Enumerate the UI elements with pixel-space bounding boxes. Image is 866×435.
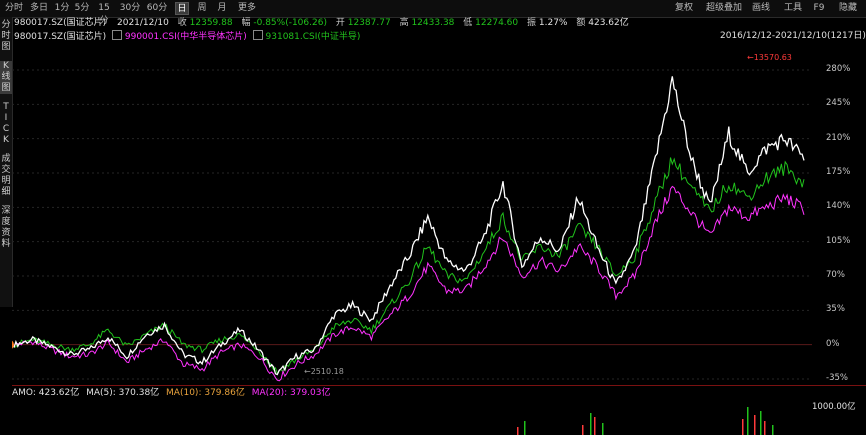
tab-8[interactable]: 周: [197, 3, 207, 13]
tab-3[interactable]: 5分: [74, 3, 90, 13]
chg-label: 幅: [241, 18, 251, 28]
y-tick-label: 140%: [826, 201, 851, 212]
high-label: 高: [399, 18, 409, 28]
legend-s1[interactable]: 980017.SZ(国证芯片): [14, 32, 107, 42]
volume-bar: [590, 413, 592, 435]
close-label: 收: [177, 18, 187, 28]
legend-s2[interactable]: 990001.CSI(中华半导体芯片): [124, 32, 247, 42]
ma5-value: MA(5): 370.38亿: [86, 388, 160, 398]
volume-bar: [524, 421, 526, 435]
toolbar-button-5[interactable]: 隐藏: [838, 3, 857, 13]
volume-bar: [772, 425, 774, 435]
tab-9[interactable]: 月: [217, 3, 227, 13]
chart-annotations: ←13570.63 ←2510.18: [12, 53, 792, 376]
toolbar-button-4[interactable]: F9: [813, 3, 825, 13]
quote-date: 2021/12/10: [117, 18, 169, 28]
volume-bar: [517, 427, 519, 435]
quote-code: 980017.SZ(国证芯片): [14, 18, 107, 28]
checkbox-icon[interactable]: [252, 30, 263, 40]
volume-bar: [582, 425, 584, 435]
series-legend: 980017.SZ(国证芯片) 990001.CSI(中华半导体芯片) 9310…: [14, 30, 360, 42]
amo-value: AMO: 423.62亿: [12, 388, 80, 398]
chg-value: -0.85%(-106.26): [253, 18, 327, 28]
quote-info: 980017.SZ(国证芯片) 2021/12/10 收 12359.88 幅 …: [14, 17, 629, 30]
amt-value: 423.62亿: [588, 18, 629, 28]
tab-5[interactable]: 30分: [119, 3, 141, 13]
amp-value: 1.27%: [538, 18, 568, 28]
min-annotation: ←2510.18: [304, 367, 344, 376]
toolbar-button-1[interactable]: 超级叠加: [705, 3, 742, 13]
date-range: 2016/12/12-2021/12/10(1217日): [720, 31, 866, 41]
chart-grid: [12, 69, 812, 380]
high-value: 12433.38: [411, 18, 455, 28]
toolbar-button-2[interactable]: 画线: [751, 3, 770, 13]
tab-10[interactable]: 更多: [237, 3, 256, 13]
volume-ytick: 1000.00亿: [812, 402, 856, 412]
toolbar-button-3[interactable]: 工具: [783, 3, 802, 13]
toolbar-button-0[interactable]: 复权: [674, 3, 693, 13]
y-tick-label: 105%: [826, 235, 851, 246]
tab-4[interactable]: 15分: [98, 3, 110, 26]
volume-divider: [12, 385, 866, 386]
checkbox-icon[interactable]: [112, 30, 122, 40]
series-line-0: [13, 76, 805, 376]
ma20-value: MA(20): 379.03亿: [251, 388, 331, 398]
sidebar-item-4[interactable]: 深度资料: [1, 206, 11, 249]
tab-2[interactable]: 1分: [54, 3, 70, 13]
tab-1[interactable]: 多日: [29, 3, 48, 13]
close-value: 12359.88: [189, 18, 233, 28]
open-label: 开: [335, 18, 345, 28]
volume-bar: [747, 407, 749, 435]
amt-label: 额: [576, 18, 586, 28]
max-annotation: ←13570.63: [747, 53, 792, 62]
volume-bar: [594, 417, 596, 435]
y-tick-label: 210%: [826, 132, 851, 143]
y-tick-label: 280%: [826, 64, 851, 74]
price-chart[interactable]: ←13570.63 ←2510.18: [12, 42, 866, 385]
start-marker: [12, 340, 14, 349]
volume-bar: [764, 421, 766, 435]
volume-bar: [760, 411, 762, 435]
legend-s3[interactable]: 931081.CSI(中证半导): [265, 32, 361, 42]
y-tick-label: 175%: [826, 167, 851, 177]
y-tick-label: 245%: [826, 98, 851, 109]
volume-bar: [742, 419, 744, 435]
ma10-value: MA(10): 379.86亿: [166, 388, 245, 398]
sidebar-item-3[interactable]: 成交明细: [1, 154, 11, 197]
volume-bar: [602, 423, 604, 435]
tab-0[interactable]: 分时: [4, 3, 23, 13]
series-line-1: [13, 185, 805, 382]
y-tick-label: 35%: [826, 304, 845, 315]
volume-bar: [754, 415, 756, 435]
open-value: 12387.77: [347, 18, 391, 28]
chart-lines: [13, 76, 805, 382]
low-value: 12274.60: [475, 18, 519, 28]
y-tick-label: 70%: [826, 270, 845, 280]
low-label: 低: [463, 18, 473, 28]
series-line-2: [13, 157, 805, 375]
y-tick-label: -35%: [826, 373, 848, 383]
tab-6[interactable]: 60分: [146, 3, 168, 13]
volume-chart: [517, 407, 774, 435]
sidebar-item-0[interactable]: 分时图: [1, 20, 11, 52]
y-tick-label: 0%: [826, 338, 840, 349]
period-toolbar: 分时 多日 1分 5分 15分 30分 60分日周月更多 复权 超级叠加 画线 工具 F9 隐藏: [0, 0, 866, 26]
volume-info: AMO: 423.62亿 MA(5): 370.38亿 MA(10): 379.…: [12, 387, 330, 399]
amp-label: 振: [527, 18, 537, 28]
tab-7[interactable]: 日: [175, 2, 189, 15]
